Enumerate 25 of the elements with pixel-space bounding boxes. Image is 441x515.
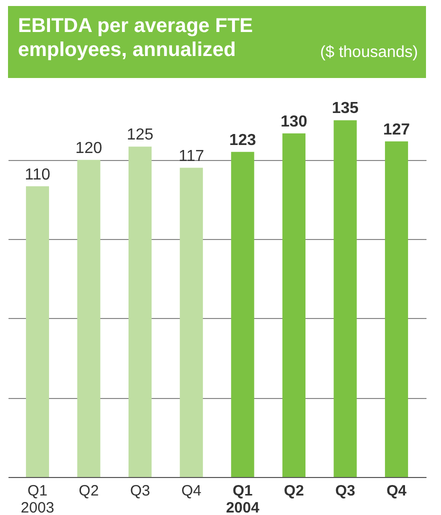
bar (282, 133, 306, 477)
bar (231, 152, 254, 477)
x-tick-label: Q4 (181, 482, 202, 500)
x-tick-label: Q4 (386, 482, 408, 500)
data-label: 123 (229, 132, 256, 149)
data-label: 120 (75, 140, 102, 157)
chart-title: EBITDA per average FTE employees, annualized (18, 15, 253, 61)
data-label: 130 (280, 113, 308, 130)
data-label: 127 (383, 121, 410, 138)
chart-subtitle: ($ thousands) (320, 44, 418, 61)
data-label: 125 (126, 126, 154, 144)
x-tick-label: Q1 2003 (20, 482, 54, 515)
data-label: 110 (24, 166, 50, 184)
bar (26, 186, 50, 477)
bar (334, 120, 357, 477)
x-tick-label: Q2 (284, 482, 304, 500)
x-tick-label: Q3 (335, 482, 356, 500)
bar (77, 160, 100, 477)
x-tick-label: Q2 (78, 482, 99, 500)
bar (180, 168, 203, 477)
data-label: 135 (332, 100, 359, 118)
x-tick-label: Q1 2004 (226, 482, 260, 515)
x-tick-label: Q3 (130, 482, 150, 500)
bar (128, 146, 152, 477)
bar (384, 141, 408, 477)
